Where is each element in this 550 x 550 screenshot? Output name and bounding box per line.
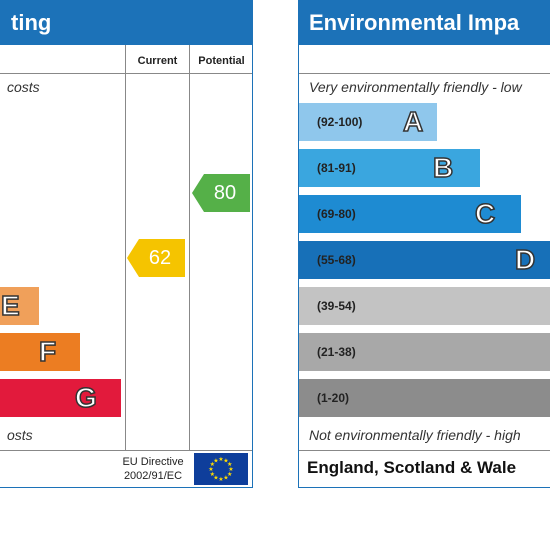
env-band-e: (39-54)	[299, 287, 550, 325]
svg-text:★: ★	[227, 461, 232, 468]
env-band-range: (1-20)	[317, 391, 350, 405]
potential-column-divider	[189, 45, 190, 450]
energy-band-letter: F	[38, 335, 57, 368]
environmental-impact-panel: Environmental Impa Very environmentally …	[298, 0, 550, 488]
header-divider	[0, 73, 252, 74]
eu-flag-icon: ★ ★ ★ ★ ★ ★ ★ ★ ★ ★ ★ ★	[194, 453, 248, 485]
env-band-range: (39-54)	[317, 299, 356, 313]
footer-divider	[299, 450, 550, 451]
env-band-b: (81-91) B	[299, 149, 480, 187]
svg-text:★: ★	[218, 476, 223, 483]
energy-rating-panel: ting Current Potential costs E F G 62 80…	[0, 0, 253, 488]
potential-column-header: Potential	[198, 55, 245, 67]
environmental-top-note: Very environmentally friendly - low	[309, 79, 522, 95]
footer-divider	[0, 450, 252, 451]
current-column-divider	[125, 45, 126, 450]
energy-band-e: E	[0, 287, 39, 325]
potential-rating-arrow: 80	[192, 174, 250, 212]
env-band-range: (55-68)	[317, 253, 356, 267]
env-band-letter: D	[514, 243, 536, 276]
env-band-range: (69-80)	[317, 207, 356, 221]
environmental-impact-header: Environmental Impa	[299, 1, 550, 45]
environmental-impact-title: Environmental Impa	[309, 10, 520, 35]
potential-rating-shape	[192, 174, 250, 212]
svg-text:★: ★	[223, 475, 228, 482]
potential-rating-value: 80	[213, 182, 237, 204]
svg-text:★: ★	[218, 456, 223, 463]
energy-band-letter: G	[74, 381, 97, 414]
svg-text:★: ★	[227, 471, 232, 478]
current-column-header: Current	[137, 55, 178, 67]
svg-text:★: ★	[210, 471, 215, 478]
current-rating-value: 62	[148, 247, 172, 269]
env-band-d: (55-68) D	[299, 241, 550, 279]
env-band-f: (21-38)	[299, 333, 550, 371]
env-band-letter: A	[402, 105, 424, 138]
eu-directive-line1: EU Directive	[122, 456, 184, 468]
header-divider	[299, 73, 550, 74]
environmental-bottom-note: Not environmentally friendly - high	[309, 427, 521, 443]
env-band-letter: C	[474, 197, 496, 230]
eu-directive-line2: 2002/91/EC	[123, 470, 183, 482]
svg-text:★: ★	[223, 457, 228, 464]
energy-band-f: F	[0, 333, 80, 371]
eu-directive-text: EU Directive 2002/91/EC	[113, 455, 193, 483]
env-band-g: (1-20)	[299, 379, 550, 417]
env-band-range: (92-100)	[317, 115, 363, 129]
region-label: England, Scotland & Wale	[307, 458, 517, 477]
energy-bottom-note: osts	[7, 427, 33, 443]
energy-rating-title: ting	[11, 10, 52, 35]
energy-rating-header: ting	[0, 1, 252, 45]
svg-text:★: ★	[213, 457, 218, 464]
energy-band-g: G	[0, 379, 121, 417]
energy-top-note: costs	[7, 79, 40, 95]
svg-text:★: ★	[208, 466, 213, 473]
env-band-c: (69-80) C	[299, 195, 521, 233]
svg-text:★: ★	[213, 475, 218, 482]
svg-text:★: ★	[210, 461, 215, 468]
env-band-a: (92-100) A	[299, 103, 437, 141]
env-band-letter: B	[432, 151, 454, 184]
svg-text:★: ★	[228, 466, 233, 473]
energy-band-letter: E	[0, 289, 20, 322]
current-rating-shape	[127, 239, 185, 277]
current-rating-arrow: 62	[127, 239, 185, 277]
env-band-range: (81-91)	[317, 161, 356, 175]
env-band-range: (21-38)	[317, 345, 356, 359]
eu-stars-icon: ★ ★ ★ ★ ★ ★ ★ ★ ★ ★ ★ ★	[208, 456, 233, 483]
